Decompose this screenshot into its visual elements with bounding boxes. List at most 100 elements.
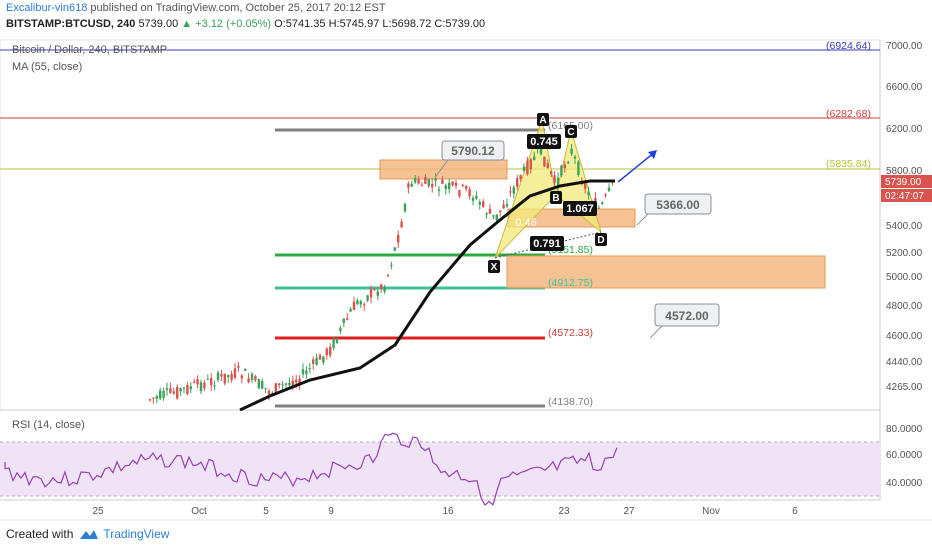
candle-body (502, 204, 505, 209)
price-tick: 4440.00 (886, 357, 923, 368)
rsi-tick: 80.0000 (886, 424, 923, 435)
candle-body (417, 179, 420, 184)
candle-body (407, 183, 410, 188)
publish-info: Excalibur-vin618 published on TradingVie… (6, 2, 386, 14)
candle-body (437, 189, 441, 191)
level-label-4572: (4572.33) (548, 327, 593, 339)
callout-5366[interactable]: 5366.00 (636, 193, 712, 226)
candle-body (505, 204, 509, 207)
candle-body (458, 190, 461, 197)
candle-body (257, 379, 260, 389)
ma-line[interactable] (239, 179, 615, 412)
candle-body (553, 175, 556, 183)
candle-body (155, 396, 158, 399)
candle-body (281, 384, 284, 386)
candle-body (570, 148, 573, 154)
candle-body (176, 386, 179, 399)
level-label-4138: (4138.70) (548, 396, 593, 408)
point-x: X (491, 262, 498, 273)
candle-body (543, 156, 546, 167)
candle-body (199, 382, 203, 392)
level-label-6282: (6282.68) (826, 108, 871, 120)
candle-body (451, 181, 454, 185)
candle-body (431, 184, 434, 188)
candle-body (254, 376, 257, 381)
candle-body (339, 327, 342, 332)
candle-body (295, 379, 298, 383)
candle-body (267, 390, 271, 395)
candle-body (604, 194, 607, 196)
candle-body (162, 390, 165, 398)
candles (148, 142, 614, 404)
current-price-badge (881, 175, 932, 188)
candle-body (448, 182, 451, 190)
candle-body (261, 381, 264, 389)
candle-body (227, 375, 230, 378)
author-link[interactable]: Excalibur-vin618 (6, 2, 88, 14)
ratio-label-xb: 0.46 (515, 217, 536, 229)
candle-body (278, 383, 281, 385)
candle-body (332, 339, 335, 349)
candle-body (315, 357, 318, 365)
candle-body (556, 177, 560, 187)
candle-body (465, 185, 468, 189)
rsi-legend[interactable]: RSI (14, close) (12, 419, 85, 431)
rsi-tick: 60.0000 (886, 450, 923, 461)
callout-4572[interactable]: 4572.00 (649, 303, 720, 339)
current-price-label: 5739.00 (885, 177, 922, 188)
candle-body (366, 295, 369, 301)
svg-text:5790.12: 5790.12 (451, 144, 495, 158)
symbol: BITSTAMP:BTCUSD, 240 (6, 18, 136, 30)
candle-body (519, 174, 522, 179)
candle-body (271, 392, 274, 394)
candle-body (359, 301, 362, 305)
candle-body (349, 309, 352, 312)
price-tick: 4265.00 (886, 382, 923, 393)
countdown-label: 02:47:07 (885, 191, 924, 202)
candle-body (186, 384, 189, 395)
price-tick: 4800.00 (886, 301, 923, 312)
candle-body (159, 390, 162, 399)
candle-body (325, 348, 328, 356)
price-tick: 4600.00 (886, 331, 923, 342)
candle-body (148, 399, 152, 401)
ohlc-close: C:5739.00 (434, 18, 486, 30)
candle-body (400, 221, 403, 228)
point-a: A (539, 115, 546, 126)
arrow-head-icon (648, 150, 657, 159)
time-tick: 6 (792, 506, 798, 517)
candle-body (291, 380, 294, 388)
candle-body (165, 388, 169, 390)
candle-body (264, 387, 267, 389)
tradingview-link[interactable]: TradingView (79, 527, 169, 541)
candle-body (298, 378, 301, 386)
candle-body (342, 318, 345, 323)
ratio-label-xd: 0.791 (533, 238, 561, 250)
time-tick: 5 (263, 506, 269, 517)
candle-body (475, 195, 478, 199)
candle-body (363, 304, 366, 306)
candle-body (335, 338, 339, 343)
change-value: ▲ +3.12 (+0.05%) (181, 18, 272, 30)
ratio-label-bc: 1.067 (566, 203, 594, 215)
candle-body (492, 215, 495, 217)
svg-text:4572.00: 4572.00 (665, 309, 709, 323)
ma-legend[interactable]: MA (55, close) (12, 61, 83, 73)
candle-body (250, 373, 254, 380)
candle-body (424, 177, 427, 184)
zone-rect-upper[interactable] (379, 159, 508, 180)
callout-5790[interactable]: 5790.12 (435, 140, 505, 177)
rsi-line[interactable] (4, 432, 618, 507)
price-tick: 6600.00 (886, 82, 923, 93)
candle-body (587, 191, 590, 196)
candle-body (499, 210, 502, 212)
zone-rect-lower[interactable] (506, 255, 826, 289)
candle-body (356, 300, 359, 304)
candle-body (172, 391, 175, 394)
candle-body (410, 183, 413, 187)
candle-body (427, 178, 430, 187)
projection-arrow[interactable] (617, 151, 656, 183)
candle-body (597, 207, 600, 209)
time-tick: Oct (191, 506, 207, 517)
